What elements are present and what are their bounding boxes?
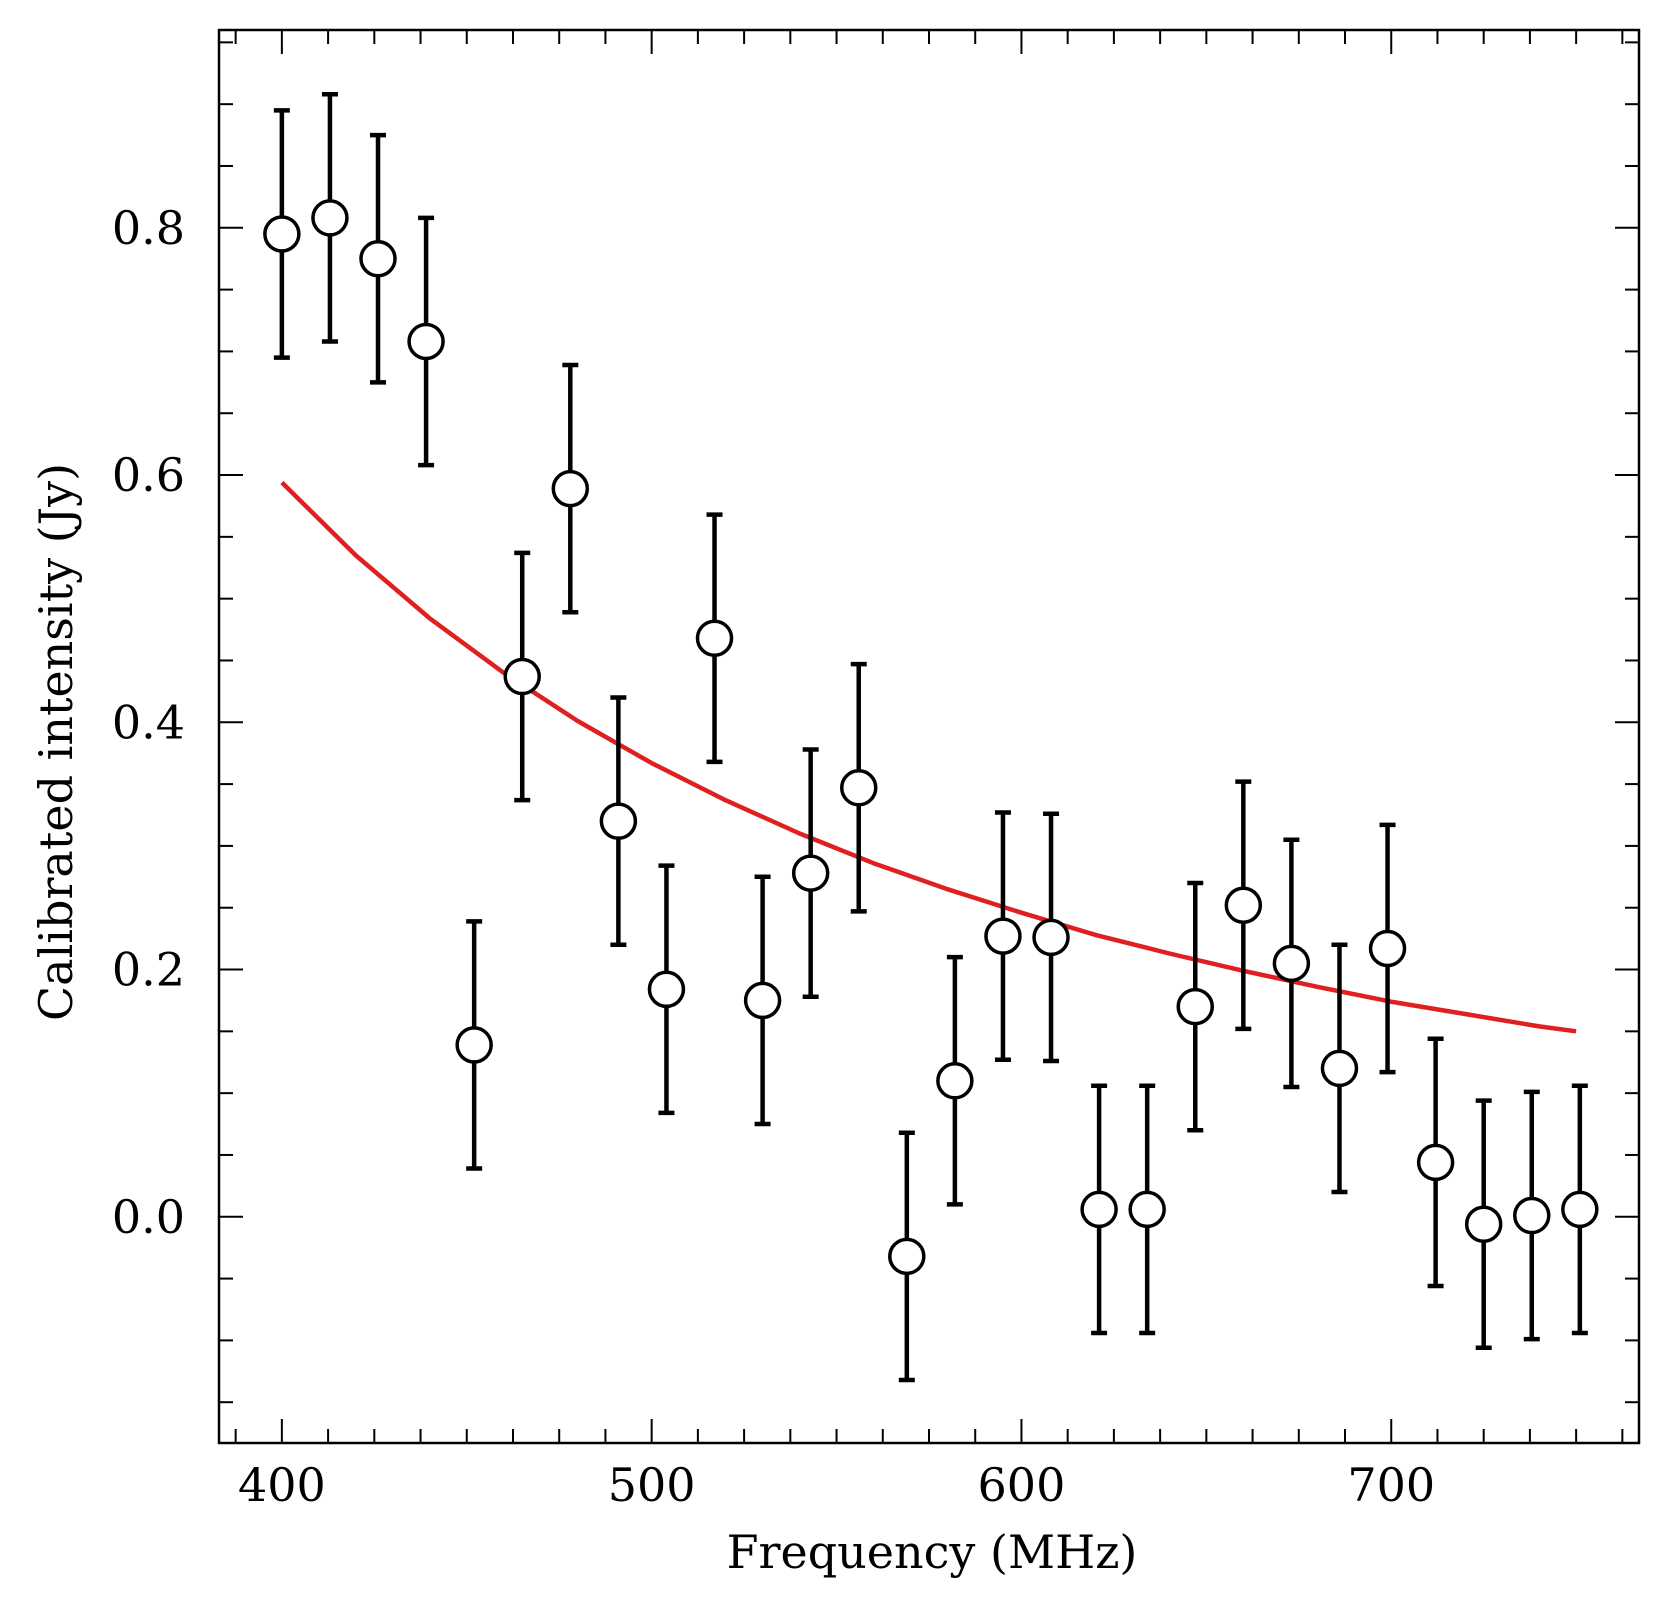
data-point-marker	[1224, 886, 1263, 924]
data-point	[599, 695, 638, 948]
data-point	[743, 874, 782, 1127]
data-point	[263, 108, 301, 360]
data-point-marker	[263, 215, 301, 253]
data-point	[936, 954, 974, 1207]
data-point-marker	[407, 322, 445, 361]
data-point	[839, 661, 878, 914]
data-point	[311, 92, 349, 344]
data-point	[1464, 1098, 1503, 1351]
data-point	[1513, 1089, 1551, 1342]
plot-frame	[217, 28, 1641, 1445]
data-point-marker	[888, 1237, 926, 1276]
data-point	[1561, 1083, 1599, 1336]
data-point-marker	[551, 469, 590, 508]
plot-border	[217, 28, 1641, 1445]
x-tick-label: 700	[1347, 1458, 1435, 1512]
data-point	[984, 810, 1022, 1063]
data-point	[1032, 811, 1070, 1064]
data-point-marker	[1272, 944, 1311, 983]
data-point	[1368, 822, 1407, 1075]
data-point-marker	[1128, 1190, 1166, 1229]
data-point	[647, 863, 686, 1116]
data-point-marker	[984, 917, 1022, 955]
data-point	[503, 550, 541, 803]
data-point	[791, 747, 830, 999]
data-point	[695, 512, 734, 765]
tick-labels: 400 500 600 700 0.0 0.2 0.4 0.6 0.8	[112, 201, 1435, 1512]
data-point-marker	[503, 657, 541, 696]
data-point-marker	[1416, 1143, 1455, 1182]
data-point	[1080, 1083, 1118, 1336]
x-tick-label: 500	[608, 1458, 696, 1512]
data-point	[1320, 942, 1359, 1195]
data-point-marker	[1032, 918, 1070, 957]
data-point-marker	[1080, 1190, 1118, 1229]
data-point	[1224, 779, 1263, 1032]
y-tick-label: 0.6	[112, 448, 185, 502]
data-point	[1272, 837, 1311, 1090]
data-point-marker	[1368, 929, 1407, 968]
data-point-marker	[647, 970, 686, 1009]
fit-curve-line	[280, 480, 1577, 1034]
y-tick-label: 0.4	[112, 695, 185, 749]
x-axis-title: Frequency (MHz)	[727, 1525, 1138, 1579]
data-point-marker	[743, 981, 782, 1020]
data-point	[1176, 880, 1214, 1133]
data-point-marker	[311, 199, 349, 237]
data-point-marker	[936, 1062, 974, 1100]
axis-ticks	[219, 30, 1639, 1443]
data-point-marker	[1513, 1196, 1551, 1235]
data-point-marker	[1464, 1205, 1503, 1243]
y-tick-label: 0.0	[112, 1190, 185, 1244]
y-tick-label: 0.8	[112, 201, 185, 255]
data-point	[359, 132, 397, 385]
data-point-marker	[839, 769, 878, 807]
data-point-marker	[1176, 987, 1214, 1026]
data-point-marker	[695, 619, 734, 657]
y-tick-label: 0.2	[112, 943, 185, 997]
x-tick-label: 400	[238, 1458, 326, 1512]
data-point	[888, 1130, 926, 1383]
data-point-marker	[1320, 1049, 1359, 1088]
data-point-marker	[359, 239, 397, 278]
x-tick-label: 600	[978, 1458, 1066, 1512]
fit-curve-layer	[280, 480, 1577, 1034]
data-point	[1416, 1036, 1455, 1289]
data-point-marker	[455, 1026, 493, 1064]
data-point	[407, 215, 445, 468]
data-point-marker	[1561, 1190, 1599, 1229]
data-point	[1128, 1083, 1166, 1336]
data-point	[551, 362, 590, 615]
data-points-layer	[263, 92, 1599, 1383]
data-point-marker	[599, 802, 638, 840]
data-point-marker	[791, 854, 830, 892]
data-point	[455, 919, 493, 1171]
y-axis-title: Calibrated intensity (Jy)	[29, 463, 83, 1021]
